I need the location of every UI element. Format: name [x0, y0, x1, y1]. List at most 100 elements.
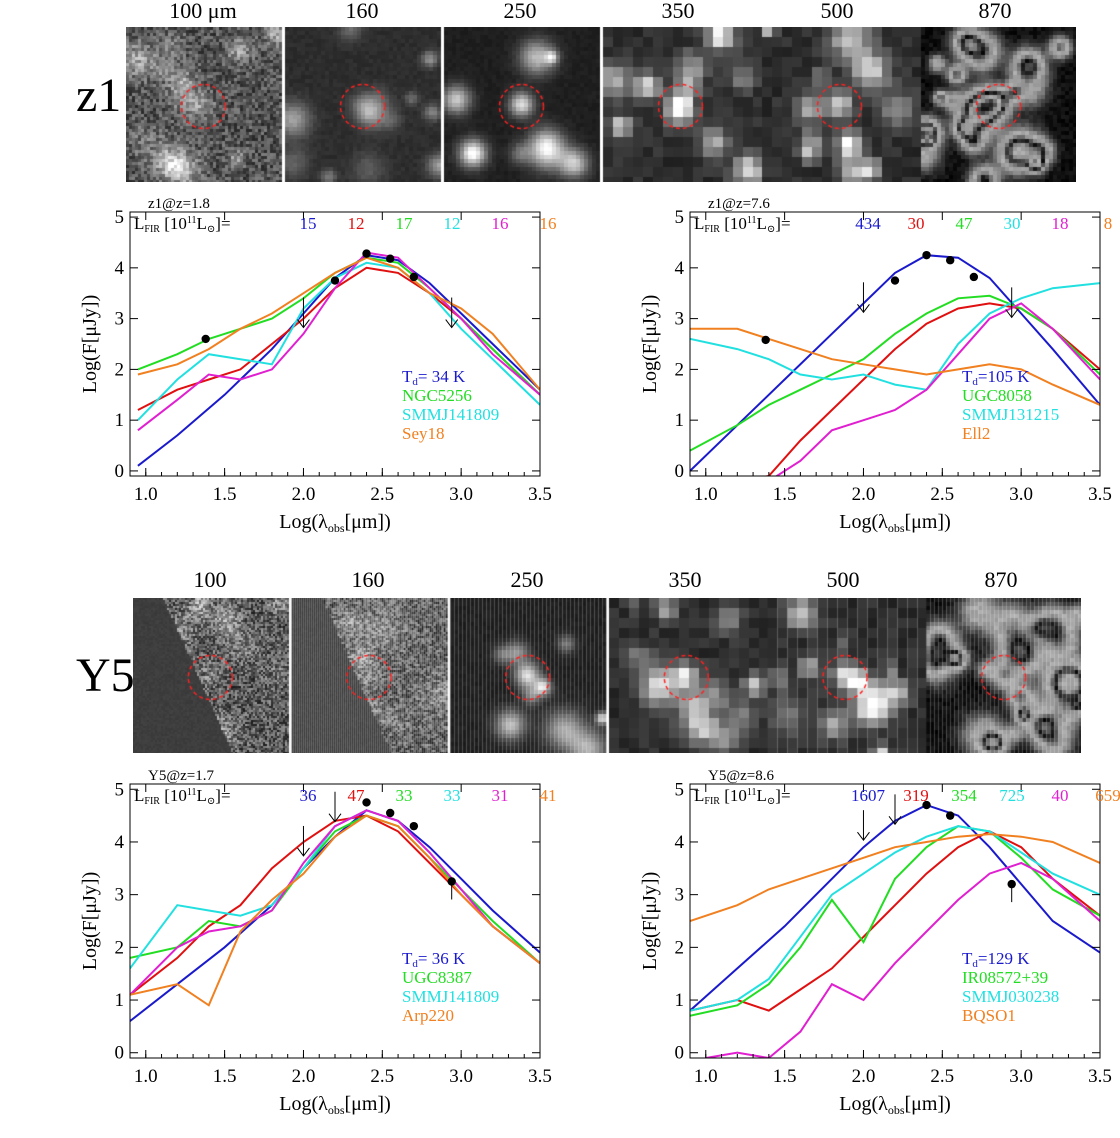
lfir-value: 41 [540, 786, 557, 805]
x-tick-label: 2.5 [930, 484, 954, 505]
series-group [130, 809, 540, 1022]
sed-plot-Y5-high-z: Y5@z=8.6 1.0 1.5 2.0 2.5 3.0 3.5 0 1 2 3 4 5 Log(λobs… [639, 768, 1120, 1117]
series-line-magenta [774, 302, 1100, 476]
lfir-sun: ⊙ [767, 224, 775, 235]
x-tick-label: 3.5 [1088, 484, 1112, 505]
y-tick-label: 2 [675, 937, 685, 958]
x-tick-label: 1.5 [773, 484, 797, 505]
lfir-exp: 11 [747, 787, 757, 798]
x-tick-label: 1.5 [213, 484, 237, 505]
lfir-value: 659 [1095, 786, 1120, 805]
series-group [690, 804, 1100, 1058]
legend-entry: SMMJ030238 [962, 987, 1059, 1006]
lfir-value: 434 [855, 214, 881, 233]
y-tick-label: 1 [115, 990, 125, 1011]
stamp-title: 160 [351, 567, 385, 592]
lfir-label: LFIR [1011L⊙]= [134, 786, 231, 807]
series-line-blue [690, 254, 1100, 472]
lfir-exp: 11 [187, 215, 197, 226]
lfir-value: 30 [1004, 214, 1021, 233]
data-point [922, 250, 931, 260]
upper-limit-head [328, 813, 342, 823]
x-tick-label: 3.0 [1009, 1066, 1033, 1087]
x-tick-label: 3.5 [528, 484, 552, 505]
series-line-red [130, 814, 540, 996]
y-tick-label: 2 [675, 359, 685, 380]
upper-limit-head [888, 816, 902, 826]
x-axis-label-sub: obs [328, 521, 345, 535]
data-point [385, 808, 395, 818]
stamp-title: 500 [820, 0, 854, 23]
lfir-value: 15 [300, 214, 317, 233]
series-line-green [690, 825, 1100, 1017]
lfir-label: LFIR [1011L⊙]= [134, 214, 231, 235]
data-point [409, 821, 419, 831]
plot-header: Y5@z=8.6 [708, 768, 775, 784]
x-tick-label: 2.0 [852, 1066, 876, 1087]
y-tick-label: 5 [675, 207, 685, 228]
legend-entry: Arp220 [402, 1006, 454, 1025]
x-tick-label: 2.5 [930, 1066, 954, 1087]
x-tick-label: 3.5 [1088, 1066, 1112, 1087]
y-tick-label: 5 [115, 207, 125, 228]
source-label-Y5: Y5 [76, 649, 135, 702]
y-tick-label: 5 [115, 779, 125, 800]
lfir-value: 47 [956, 214, 974, 233]
lfir-L: L [134, 786, 144, 805]
y-tick-label: 1 [675, 410, 685, 431]
lfir-sun: ⊙ [767, 796, 775, 807]
legend-td-T: T [962, 367, 973, 386]
legend-entry: IR08572+39 [962, 968, 1048, 987]
plot-header: z1@z=7.6 [708, 196, 770, 212]
lfir-value: 40 [1052, 786, 1069, 805]
upper-limit-head [857, 831, 870, 841]
stamp-title: 100 [193, 567, 227, 592]
y-axis-label: Log(F[μJy]) [79, 295, 101, 394]
x-tick-label: 1.5 [213, 1066, 237, 1087]
data-point [922, 800, 931, 810]
legend-td-value: =129 K [978, 949, 1030, 968]
lfir-value: 12 [348, 214, 365, 233]
series-line-blue [137, 254, 540, 467]
y-tick-label: 2 [115, 359, 125, 380]
plot-frame [689, 211, 1101, 477]
series-line-cyan [690, 825, 1100, 1012]
series-line-orange [690, 327, 1100, 406]
data-point [945, 256, 955, 265]
x-axis-label: Log(λobs[μm]) [839, 511, 951, 535]
lfir-exp: 11 [187, 787, 197, 798]
y-tick-label: 3 [115, 309, 125, 330]
legend-entry: SMMJ141809 [402, 405, 499, 424]
data-point [362, 249, 371, 258]
x-tick-label: 2.0 [292, 1066, 316, 1087]
lfir-value: 18 [1052, 214, 1069, 233]
legend-td-T: T [402, 949, 413, 968]
series-line-orange [137, 256, 540, 391]
legend-td-sub: d [412, 376, 418, 388]
sed-plot-z1-low-z: z1@z=1.81.0 1.5 2.0 2.5 3.0 3.5012345Log(λobs… [79, 196, 557, 535]
stamp-title: 350 [668, 567, 702, 592]
data-point [969, 272, 979, 282]
legend-td-T: T [402, 367, 413, 386]
stamp-title: 250 [503, 0, 537, 23]
x-tick-label: 2.5 [370, 484, 394, 505]
stamp-title: 350 [661, 0, 695, 23]
x-axis-label-post: [μm]) [904, 511, 950, 533]
series-line-magenta [705, 861, 1100, 1058]
lfir-L: L [134, 214, 144, 233]
series-line-green [690, 294, 1100, 452]
legend-td-value: =105 K [978, 367, 1030, 386]
legend-td: Td= 36 K [402, 949, 466, 970]
data-point [201, 334, 210, 344]
series-line-red [762, 302, 1100, 476]
x-axis-label-post: [μm]) [904, 1093, 950, 1115]
lfir-value: 8 [1104, 214, 1113, 233]
legend-td: Td=105 K [962, 367, 1030, 388]
legend-entry: Sey18 [402, 424, 445, 443]
series-line-orange [130, 814, 540, 1007]
legend-entry: SMMJ131215 [962, 405, 1059, 424]
x-tick-label: 2.5 [370, 1066, 394, 1087]
sed-plot-z1-high-z: z1@z=7.6 1.0 1.5 2.0 2.5 3.0 3.5 0 1 2 3 4 5 Log(λobs… [639, 196, 1113, 535]
x-axis-label-sub: obs [888, 521, 905, 535]
